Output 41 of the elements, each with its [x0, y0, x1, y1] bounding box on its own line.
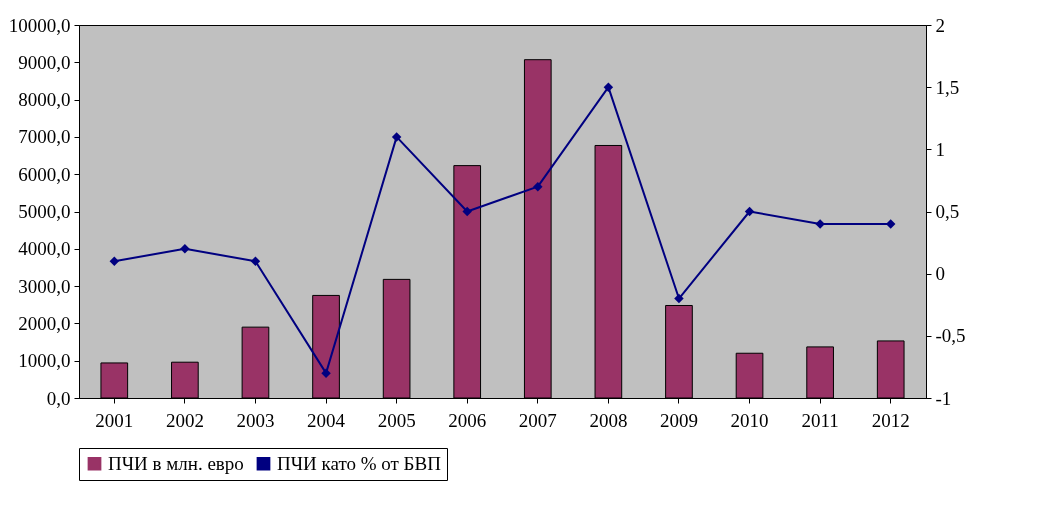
- y2-tick-label: 2: [935, 14, 945, 36]
- point: [744, 206, 755, 217]
- x-tick-label: 2003: [236, 409, 275, 431]
- y2-tick-label: -1: [935, 387, 952, 409]
- y2-tick-label: 1: [935, 138, 945, 160]
- point: [462, 206, 472, 217]
- legend-label: ПЧИ в млн. евро: [108, 452, 244, 474]
- y-tick-label: 5000,0: [18, 201, 71, 222]
- point: [391, 132, 402, 142]
- y-tick-label: 9000,0: [18, 51, 71, 73]
- point: [109, 256, 120, 266]
- y-tick-label: 1000,0: [18, 350, 71, 372]
- y-tick-label: 4000,0: [18, 238, 71, 260]
- y-tick-label: 6000,0: [18, 163, 71, 185]
- y2-tick-label: 1,5: [935, 76, 960, 98]
- x-tick-label: 2006: [448, 409, 487, 431]
- point: [250, 256, 261, 266]
- point: [674, 293, 684, 304]
- y-tick-label: 2000,0: [18, 312, 71, 334]
- y2-tick-label: 0,5: [935, 201, 960, 222]
- x-tick-label: 2005: [377, 409, 416, 431]
- y-tick-label: 0,0: [46, 387, 71, 409]
- x-tick-label: 2010: [730, 409, 769, 431]
- point: [603, 82, 614, 92]
- x-tick-label: 2009: [659, 409, 698, 431]
- y-tick-label: 8000,0: [18, 89, 71, 111]
- point: [533, 181, 543, 192]
- y-tick-label: 10000,0: [8, 14, 71, 36]
- x-tick-label: 2008: [589, 409, 628, 431]
- x-tick-label: 2004: [307, 409, 346, 431]
- x-tick-label: 2002: [165, 409, 204, 431]
- x-tick-label: 2012: [871, 409, 910, 431]
- y2-tick-label: 0: [935, 263, 945, 285]
- point: [180, 244, 190, 254]
- x-tick-label: 2007: [518, 409, 557, 431]
- y-tick-label: 7000,0: [18, 126, 71, 148]
- legend-label: ПЧИ като % от БВП: [277, 452, 442, 474]
- x-tick-label: 2001: [95, 409, 134, 431]
- y-tick-label: 3000,0: [18, 275, 71, 297]
- y2-tick-label: -0,5: [935, 325, 966, 347]
- x-tick-label: 2011: [801, 409, 839, 431]
